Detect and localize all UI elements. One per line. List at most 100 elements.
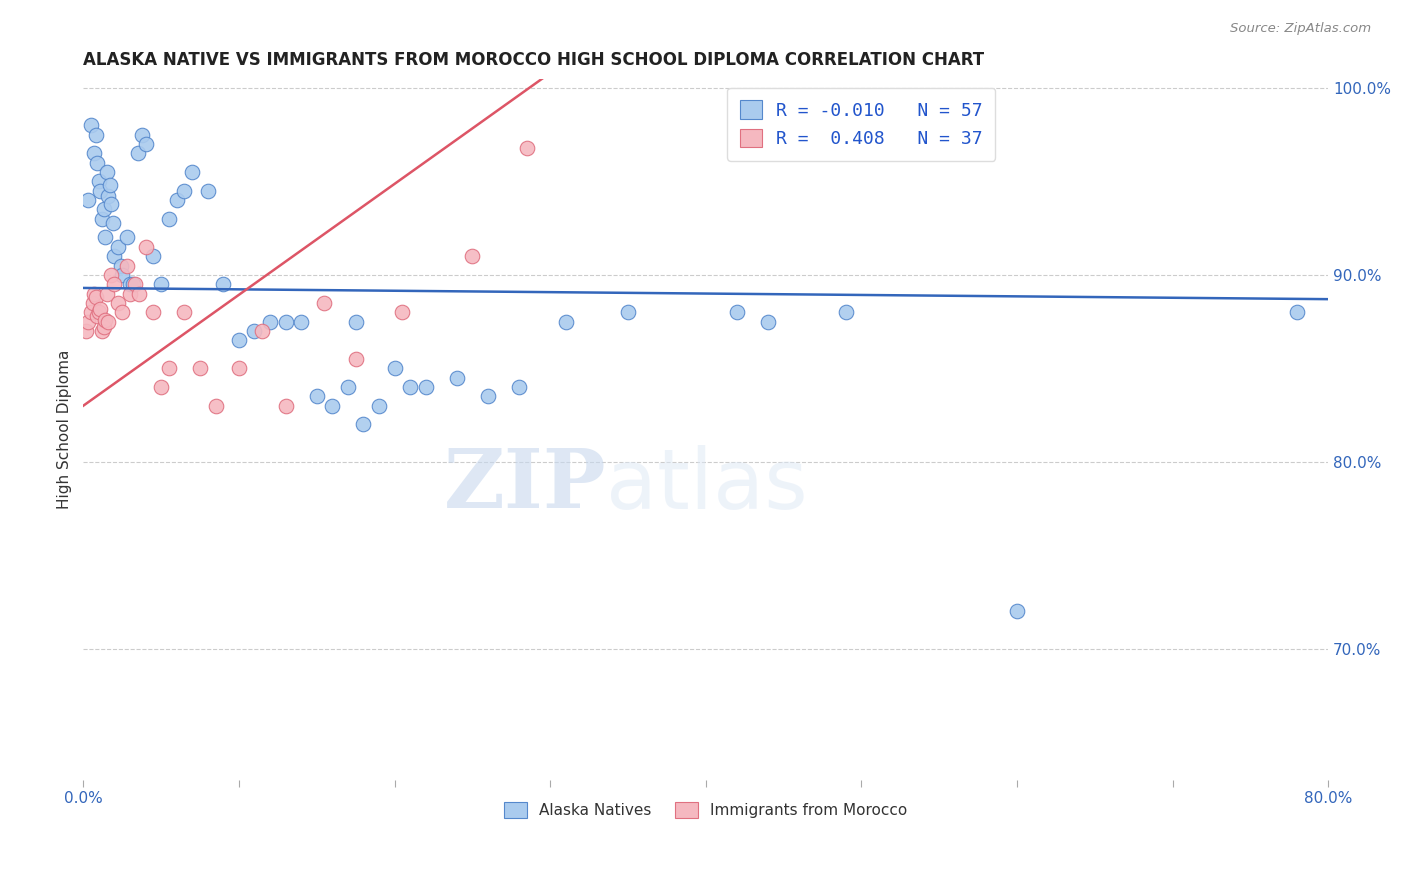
Point — [91, 211, 114, 226]
Point — [259, 315, 281, 329]
Point — [93, 202, 115, 217]
Point — [98, 178, 121, 193]
Point — [86, 309, 108, 323]
Point — [118, 286, 141, 301]
Point — [756, 315, 779, 329]
Point — [173, 305, 195, 319]
Point — [835, 305, 858, 319]
Point — [305, 389, 328, 403]
Point — [399, 380, 422, 394]
Point — [80, 118, 103, 132]
Point — [87, 305, 110, 319]
Point — [197, 184, 219, 198]
Point — [103, 249, 125, 263]
Point — [477, 389, 499, 403]
Point — [87, 174, 110, 188]
Point — [516, 141, 538, 155]
Point — [84, 128, 107, 142]
Point — [188, 361, 211, 376]
Y-axis label: High School Diploma: High School Diploma — [58, 350, 72, 508]
Point — [94, 230, 117, 244]
Point — [122, 277, 145, 292]
Point — [83, 146, 105, 161]
Point — [77, 315, 100, 329]
Point — [100, 268, 122, 282]
Point — [1285, 305, 1308, 319]
Point — [97, 189, 120, 203]
Point — [86, 155, 108, 169]
Point — [617, 305, 640, 319]
Point — [101, 215, 124, 229]
Point — [150, 380, 173, 394]
Point — [110, 259, 132, 273]
Point — [274, 315, 297, 329]
Point — [83, 286, 105, 301]
Point — [84, 290, 107, 304]
Point — [96, 286, 118, 301]
Text: ALASKA NATIVE VS IMMIGRANTS FROM MOROCCO HIGH SCHOOL DIPLOMA CORRELATION CHART: ALASKA NATIVE VS IMMIGRANTS FROM MOROCCO… — [83, 51, 984, 69]
Point — [166, 193, 188, 207]
Point — [115, 259, 138, 273]
Point — [446, 370, 468, 384]
Point — [243, 324, 266, 338]
Point — [135, 240, 157, 254]
Point — [127, 146, 149, 161]
Point — [384, 361, 406, 376]
Point — [91, 324, 114, 338]
Point — [252, 324, 274, 338]
Point — [157, 361, 180, 376]
Point — [94, 312, 117, 326]
Point — [554, 315, 576, 329]
Point — [103, 277, 125, 292]
Point — [77, 193, 100, 207]
Point — [181, 165, 204, 179]
Point — [725, 305, 748, 319]
Point — [89, 184, 111, 198]
Point — [80, 305, 103, 319]
Point — [204, 399, 226, 413]
Point — [124, 277, 146, 292]
Point — [75, 324, 97, 338]
Point — [344, 351, 367, 366]
Point — [391, 305, 413, 319]
Point — [118, 277, 141, 292]
Point — [290, 315, 312, 329]
Text: ZIP: ZIP — [443, 445, 606, 525]
Text: Source: ZipAtlas.com: Source: ZipAtlas.com — [1230, 22, 1371, 36]
Legend: Alaska Natives, Immigrants from Morocco: Alaska Natives, Immigrants from Morocco — [498, 797, 914, 824]
Point — [107, 240, 129, 254]
Point — [352, 417, 374, 432]
Point — [96, 165, 118, 179]
Point — [82, 296, 104, 310]
Point — [115, 230, 138, 244]
Point — [228, 361, 250, 376]
Text: atlas: atlas — [606, 445, 808, 525]
Point — [150, 277, 173, 292]
Point — [274, 399, 297, 413]
Point — [508, 380, 530, 394]
Point — [228, 333, 250, 347]
Point — [100, 196, 122, 211]
Point — [157, 211, 180, 226]
Point — [135, 136, 157, 151]
Point — [321, 399, 343, 413]
Point — [111, 268, 134, 282]
Point — [142, 305, 165, 319]
Point — [107, 296, 129, 310]
Point — [131, 128, 153, 142]
Point — [1005, 604, 1028, 618]
Point — [97, 315, 120, 329]
Point — [111, 305, 134, 319]
Point — [415, 380, 437, 394]
Point — [93, 320, 115, 334]
Point — [336, 380, 359, 394]
Point — [173, 184, 195, 198]
Point — [89, 301, 111, 316]
Point — [314, 296, 336, 310]
Point — [461, 249, 484, 263]
Point — [142, 249, 165, 263]
Point — [212, 277, 235, 292]
Point — [368, 399, 391, 413]
Point — [344, 315, 367, 329]
Point — [128, 286, 150, 301]
